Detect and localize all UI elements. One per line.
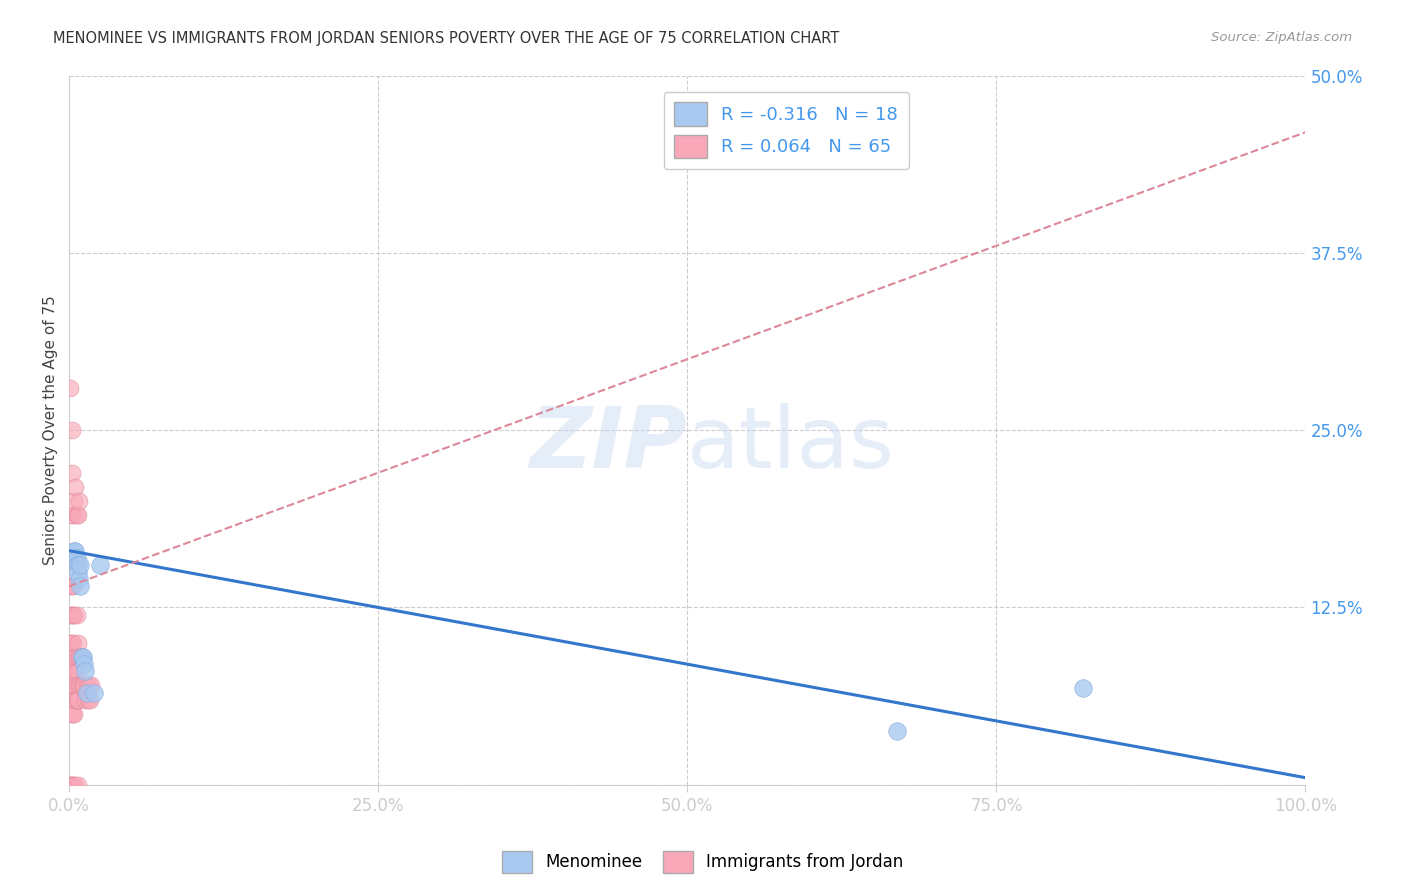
Point xyxy=(60,692,83,706)
Point xyxy=(66,636,89,650)
Point xyxy=(59,778,82,792)
Point xyxy=(63,650,86,665)
Point xyxy=(60,636,83,650)
Point xyxy=(65,778,87,792)
Point xyxy=(66,678,89,692)
Point xyxy=(83,685,105,699)
Point xyxy=(60,778,83,792)
Point xyxy=(62,778,84,792)
Point xyxy=(66,607,89,622)
Point xyxy=(59,778,82,792)
Point xyxy=(72,678,94,692)
Point xyxy=(59,607,82,622)
Point xyxy=(62,636,84,650)
Point xyxy=(66,558,89,572)
Point xyxy=(63,494,86,508)
Text: MENOMINEE VS IMMIGRANTS FROM JORDAN SENIORS POVERTY OVER THE AGE OF 75 CORRELATI: MENOMINEE VS IMMIGRANTS FROM JORDAN SENI… xyxy=(53,31,839,46)
Point xyxy=(65,650,87,665)
Point xyxy=(89,558,111,572)
Point xyxy=(69,579,91,593)
Point xyxy=(67,572,90,586)
Point xyxy=(70,678,93,692)
Point xyxy=(59,665,82,679)
Point xyxy=(67,494,90,508)
Point xyxy=(62,665,84,679)
Point xyxy=(66,550,89,565)
Point xyxy=(69,558,91,572)
Point xyxy=(59,550,82,565)
Text: atlas: atlas xyxy=(688,403,896,486)
Point xyxy=(62,678,84,692)
Point xyxy=(1071,681,1094,696)
Y-axis label: Seniors Poverty Over the Age of 75: Seniors Poverty Over the Age of 75 xyxy=(44,295,58,565)
Point xyxy=(80,678,103,692)
Point xyxy=(66,508,89,523)
Legend: Menominee, Immigrants from Jordan: Menominee, Immigrants from Jordan xyxy=(496,845,910,880)
Point xyxy=(72,650,94,665)
Point xyxy=(63,543,86,558)
Point xyxy=(62,550,84,565)
Point xyxy=(67,650,90,665)
Point xyxy=(73,678,96,692)
Point xyxy=(66,565,89,579)
Point xyxy=(62,607,84,622)
Point xyxy=(60,579,83,593)
Point xyxy=(63,607,86,622)
Point xyxy=(77,678,100,692)
Point xyxy=(62,579,84,593)
Point xyxy=(65,692,87,706)
Point xyxy=(69,678,91,692)
Point xyxy=(73,657,96,672)
Point xyxy=(70,650,93,665)
Point xyxy=(60,466,83,480)
Point xyxy=(60,423,83,437)
Point xyxy=(63,678,86,692)
Point xyxy=(75,665,97,679)
Point xyxy=(60,665,83,679)
Text: ZIP: ZIP xyxy=(530,403,688,486)
Point xyxy=(66,692,89,706)
Point xyxy=(66,692,89,706)
Point xyxy=(65,543,87,558)
Point xyxy=(62,706,84,721)
Point xyxy=(63,706,86,721)
Point xyxy=(59,692,82,706)
Point xyxy=(65,480,87,494)
Point xyxy=(69,650,91,665)
Point xyxy=(79,692,101,706)
Legend: R = -0.316   N = 18, R = 0.064   N = 65: R = -0.316 N = 18, R = 0.064 N = 65 xyxy=(664,92,908,169)
Point xyxy=(66,665,89,679)
Point xyxy=(59,678,82,692)
Point xyxy=(60,706,83,721)
Point xyxy=(59,636,82,650)
Point xyxy=(62,508,84,523)
Point xyxy=(59,579,82,593)
Point xyxy=(70,650,93,665)
Point xyxy=(66,558,89,572)
Point xyxy=(886,723,908,738)
Point xyxy=(59,381,82,395)
Point xyxy=(75,692,97,706)
Point xyxy=(60,778,83,792)
Point xyxy=(76,685,98,699)
Point xyxy=(60,508,83,523)
Point xyxy=(62,692,84,706)
Point xyxy=(67,678,90,692)
Point xyxy=(60,607,83,622)
Point xyxy=(76,678,98,692)
Point xyxy=(66,778,89,792)
Point xyxy=(66,650,89,665)
Text: Source: ZipAtlas.com: Source: ZipAtlas.com xyxy=(1212,31,1353,45)
Point xyxy=(76,692,98,706)
Point xyxy=(66,508,89,523)
